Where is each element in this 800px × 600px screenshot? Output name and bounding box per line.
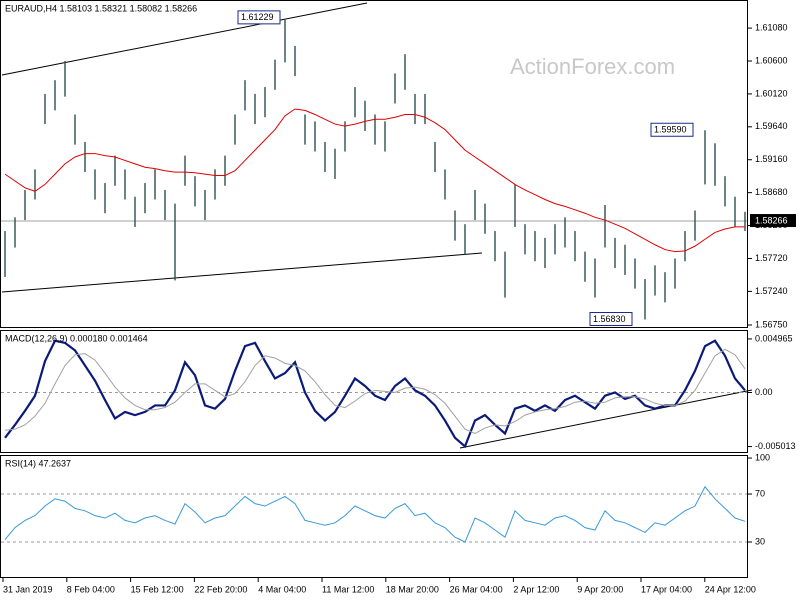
trend-line bbox=[1, 252, 483, 293]
trend-line bbox=[459, 389, 753, 449]
x-tick-label: 17 Apr 04:00 bbox=[641, 584, 692, 594]
annotation-label: 1.59590 bbox=[654, 125, 687, 135]
x-tick-label: 8 Feb 04:00 bbox=[67, 584, 115, 594]
y-tick-label: 70 bbox=[755, 488, 765, 498]
panels: 1.61080 1.60600 1.60120 1.59640 1.59160 1.586… bbox=[1, 10, 796, 594]
x-tick-label: 22 Feb 20:00 bbox=[194, 584, 247, 594]
panel-frame bbox=[0, 330, 748, 453]
y-tick-label: 1.57240 bbox=[755, 286, 788, 296]
y-tick-label: 1.59160 bbox=[755, 154, 788, 164]
y-tick-label: 1.60120 bbox=[755, 88, 788, 98]
x-tick-label: 26 Mar 04:00 bbox=[450, 584, 503, 594]
x-tick-label: 18 Mar 20:00 bbox=[386, 584, 439, 594]
x-tick-label: 4 Mar 04:00 bbox=[258, 584, 306, 594]
trend-line bbox=[1, 2, 368, 76]
y-tick-label: 30 bbox=[755, 536, 765, 546]
y-tick-label: 1.59640 bbox=[755, 121, 788, 131]
chart-title: EURAUD,H4 1.58103 1.58321 1.58082 1.5826… bbox=[5, 3, 197, 13]
y-tick-label: 1.57720 bbox=[755, 253, 788, 263]
annotation-box bbox=[237, 10, 281, 25]
annotation-box bbox=[589, 311, 633, 326]
last-price-box bbox=[750, 214, 796, 228]
moving-average bbox=[4, 108, 745, 253]
x-tick-label: 24 Apr 12:00 bbox=[705, 584, 756, 594]
x-tick-label: 2 Apr 12:00 bbox=[513, 584, 559, 594]
y-tick-label: 0.00 bbox=[755, 387, 773, 397]
panel-frame bbox=[0, 0, 748, 328]
panel-title: RSI(14) 47.2637 bbox=[5, 458, 71, 468]
series-line bbox=[4, 348, 746, 435]
x-tick-label: 31 Jan 2019 bbox=[3, 584, 53, 594]
y-tick-label: -0.005013 bbox=[755, 441, 796, 451]
last-price-label: 1.58266 bbox=[755, 215, 788, 225]
series-line bbox=[4, 485, 746, 543]
x-tick-label: 15 Feb 12:00 bbox=[131, 584, 184, 594]
annotation-box bbox=[650, 122, 694, 137]
panel-title: MACD(12,26,9) 0.000180 0.001464 bbox=[5, 333, 148, 343]
panel-frame bbox=[0, 455, 748, 578]
x-tick-label: 9 Apr 20:00 bbox=[577, 584, 623, 594]
watermark: ActionForex.com bbox=[510, 54, 675, 79]
annotation-label: 1.56830 bbox=[593, 314, 626, 324]
y-tick-label: 1.61080 bbox=[755, 22, 788, 32]
annotation-label: 1.61229 bbox=[241, 12, 274, 22]
y-tick-label: 0.004965 bbox=[755, 333, 793, 343]
y-tick-label: 100 bbox=[755, 452, 770, 462]
y-tick-label: 1.58680 bbox=[755, 187, 788, 197]
y-tick-label: 1.60600 bbox=[755, 55, 788, 65]
x-tick-label: 11 Mar 12:00 bbox=[322, 584, 374, 594]
y-tick-label: 1.56750 bbox=[755, 319, 788, 329]
